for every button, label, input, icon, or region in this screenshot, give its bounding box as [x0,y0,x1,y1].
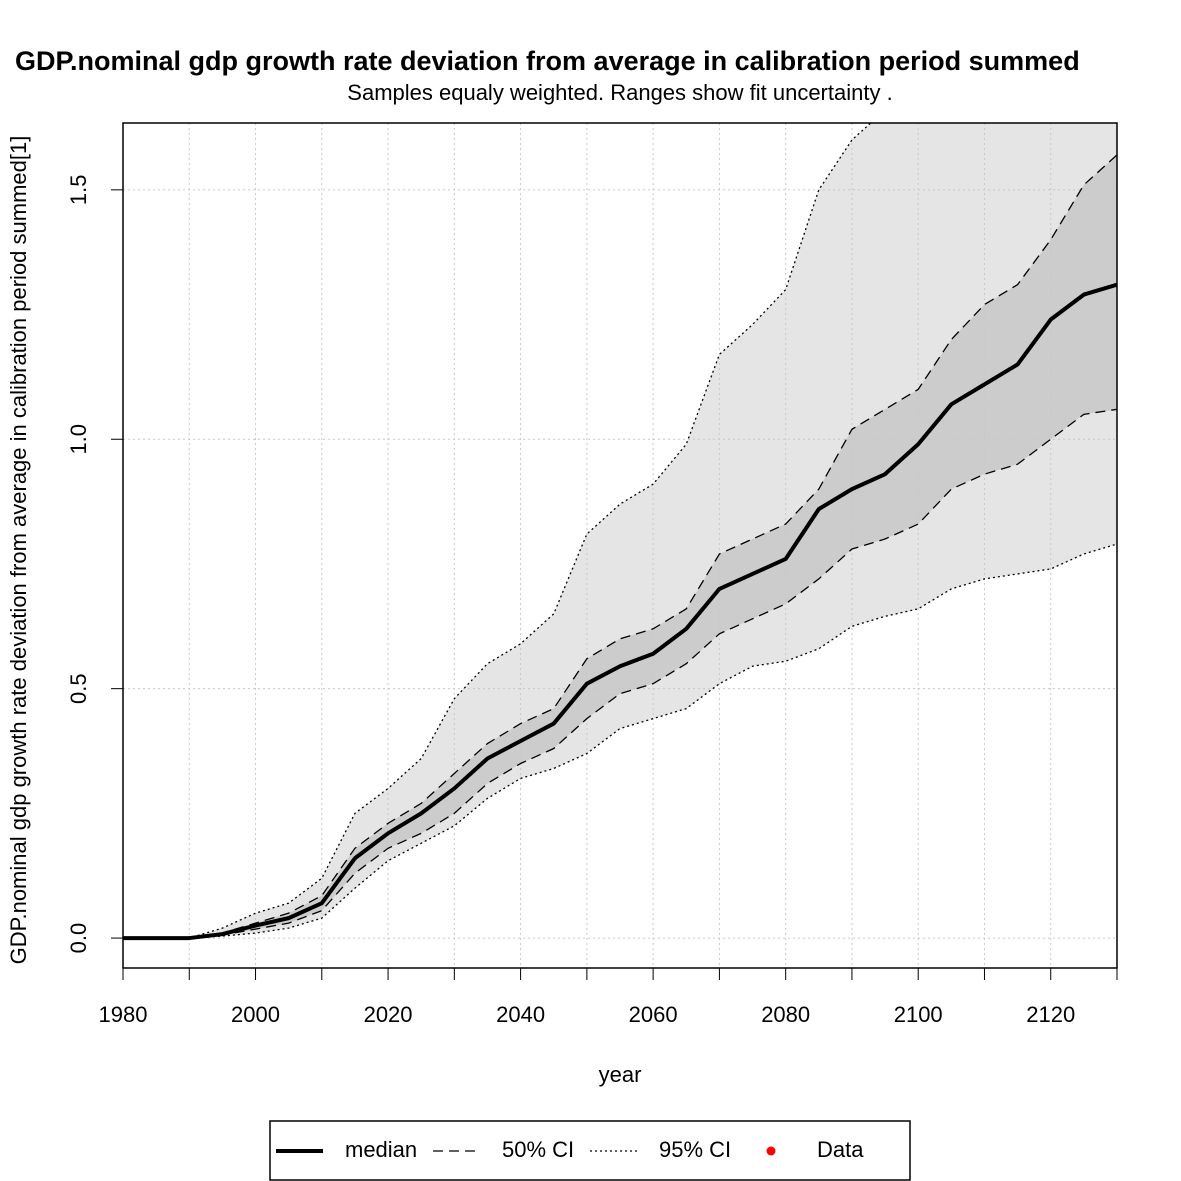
ci-bound [123,154,1117,939]
legend-label: median [345,1137,417,1162]
legend-label: 50% CI [502,1137,574,1162]
y-tick-label: 0.5 [66,673,91,704]
median-line [123,282,1117,941]
x-tick-label: 2040 [496,1002,545,1027]
plot-area [123,123,1117,968]
legend-swatch [766,1146,776,1156]
x-axis-label: year [599,1062,642,1087]
y-tick-label: 1.0 [66,424,91,455]
x-tick-label: 1980 [99,1002,148,1027]
x-tick-label: 2060 [629,1002,678,1027]
ci-bound [123,408,1117,939]
x-tick-label: 2000 [231,1002,280,1027]
y-axis-label: GDP.nominal gdp growth rate deviation fr… [6,136,31,965]
y-tick-label: 1.5 [66,175,91,206]
chart-title: GDP.nominal gdp growth rate deviation fr… [15,46,1080,76]
plot-frame [122,122,1118,969]
ci-bound [123,543,1117,939]
ci-bound [123,123,872,939]
legend-box [269,1120,911,1181]
legend-label: Data [817,1137,864,1162]
x-tick-label: 2120 [1026,1002,1075,1027]
ci-band [123,123,1117,939]
legend-label: 95% CI [659,1137,731,1162]
y-tick-label: 0.0 [66,923,91,954]
chart-subtitle: Samples equaly weighted. Ranges show fit… [347,80,892,105]
x-tick-label: 2100 [894,1002,943,1027]
x-tick-label: 2020 [364,1002,413,1027]
x-tick-label: 2080 [761,1002,810,1027]
